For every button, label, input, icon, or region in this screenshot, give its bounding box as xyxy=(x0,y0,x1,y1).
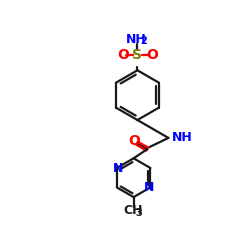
Text: N: N xyxy=(144,181,154,194)
Text: 2: 2 xyxy=(140,36,147,46)
Text: NH: NH xyxy=(172,132,192,144)
Text: NH: NH xyxy=(126,33,147,46)
Text: CH: CH xyxy=(123,204,142,217)
Text: 3: 3 xyxy=(135,208,142,218)
Text: O: O xyxy=(146,48,158,62)
Text: O: O xyxy=(117,48,129,62)
Text: O: O xyxy=(128,134,140,148)
Text: N: N xyxy=(113,162,123,174)
Text: S: S xyxy=(132,48,142,62)
